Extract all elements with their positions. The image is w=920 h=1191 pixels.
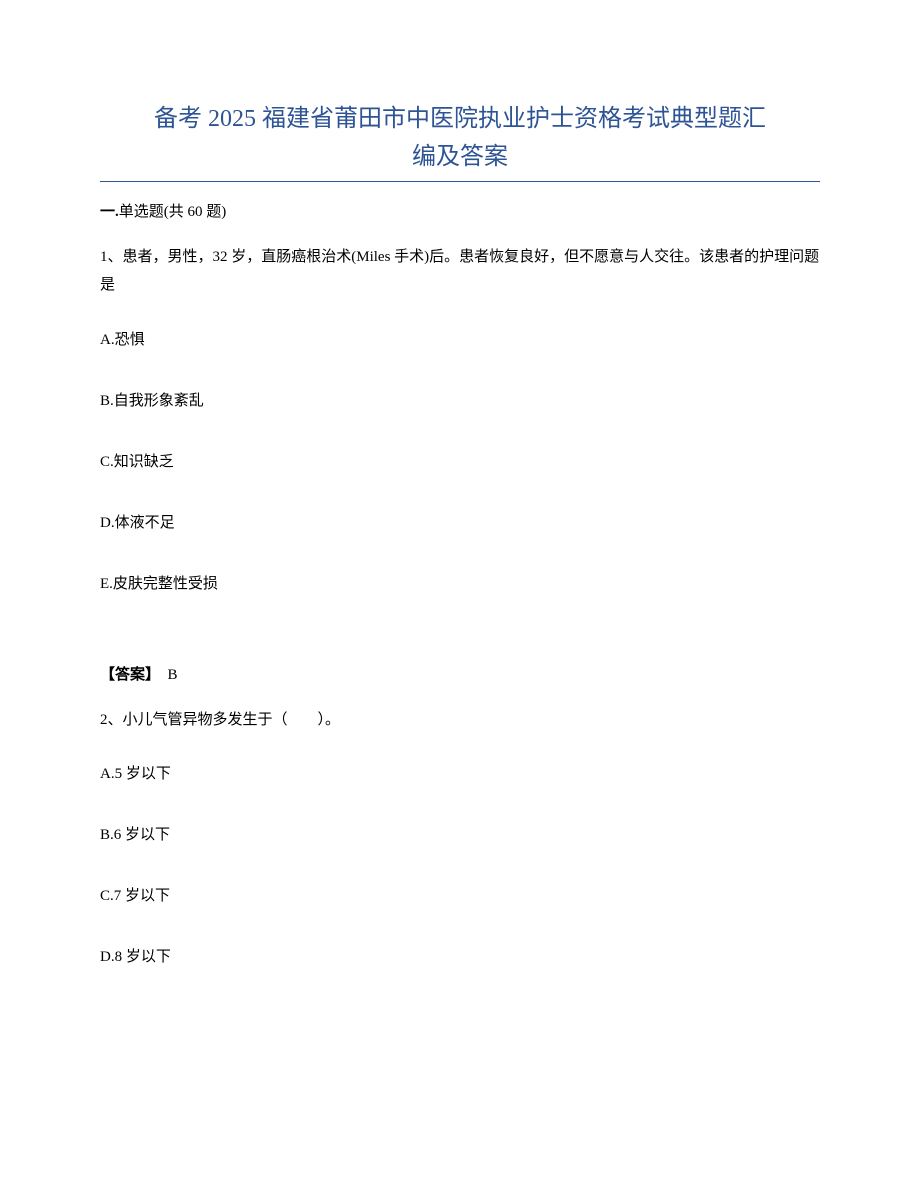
question-option: D.8 岁以下	[100, 945, 820, 966]
question-stem: 1、患者，男性，32 岁，直肠癌根治术(Miles 手术)后。患者恢复良好，但不…	[100, 243, 820, 300]
answer-value: B	[168, 667, 178, 683]
document-title: 备考 2025 福建省莆田市中医院执业护士资格考试典型题汇 编及答案	[100, 100, 820, 177]
question-option: E.皮肤完整性受损	[100, 572, 820, 593]
question-option: C.7 岁以下	[100, 884, 820, 905]
question-option: B.6 岁以下	[100, 823, 820, 844]
answer-block: 【答案】 B	[100, 663, 820, 684]
title-underline	[100, 181, 820, 182]
document-page: 备考 2025 福建省莆田市中医院执业护士资格考试典型题汇 编及答案 一.单选题…	[0, 0, 920, 1066]
question-option: D.体液不足	[100, 511, 820, 532]
question-stem: 2、小儿气管异物多发生于（ ）。	[100, 706, 820, 735]
question-option: B.自我形象紊乱	[100, 389, 820, 410]
title-line-1: 备考 2025 福建省莆田市中医院执业护士资格考试典型题汇	[154, 106, 766, 132]
answer-label: 【答案】	[100, 667, 160, 683]
question-option: C.知识缺乏	[100, 450, 820, 471]
section-header: 一.单选题(共 60 题)	[100, 200, 820, 221]
section-count: (共 60 题)	[164, 204, 227, 220]
title-line-2: 编及答案	[412, 144, 508, 170]
section-prefix: 一.	[100, 204, 119, 220]
question-option: A.5 岁以下	[100, 762, 820, 783]
question-option: A.恐惧	[100, 328, 820, 349]
section-label: 单选题	[119, 204, 164, 220]
